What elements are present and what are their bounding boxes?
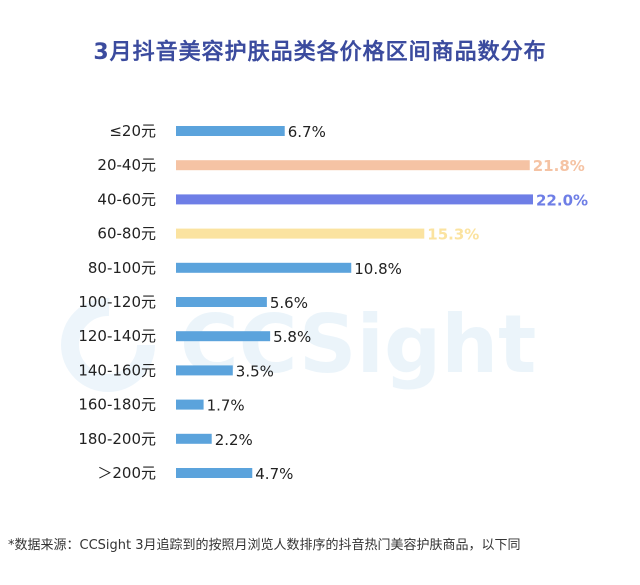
category-label: 60-80元 (97, 225, 156, 243)
value-label: 5.8% (273, 328, 311, 346)
chart-title: 3月抖音美容护肤品类各价格区间商品数分布 (93, 40, 547, 65)
value-label: 21.8% (533, 157, 585, 175)
bar (176, 228, 425, 239)
value-label: 2.2% (215, 431, 253, 449)
footnote: *数据来源：CCSight 3月追踪到的按照月浏览人数排序的抖音热门美容护肤商品… (8, 538, 521, 553)
bar (176, 126, 285, 136)
category-label: 80-100元 (88, 259, 156, 277)
bar (176, 262, 352, 273)
bar (176, 297, 267, 307)
value-label: 6.7% (288, 123, 326, 141)
bar (176, 468, 253, 478)
bar (176, 399, 204, 410)
category-label: 120-140元 (78, 327, 156, 345)
category-label: 100-120元 (78, 293, 156, 311)
category-label: 40-60元 (97, 190, 156, 208)
category-label: ≤20元 (109, 122, 156, 140)
bar (176, 365, 233, 376)
category-label: 20-40元 (97, 156, 156, 174)
value-label: 15.3% (427, 226, 479, 244)
category-label: ＞200元 (97, 464, 156, 482)
bar (176, 433, 212, 444)
category-label: 140-160元 (78, 361, 156, 379)
bar (176, 194, 533, 205)
bar (176, 331, 271, 342)
value-label: 22.0% (536, 191, 588, 209)
bar (176, 160, 530, 171)
value-label: 5.6% (270, 294, 308, 312)
category-label: 180-200元 (78, 430, 156, 448)
value-label: 10.8% (354, 260, 402, 278)
value-label: 1.7% (207, 397, 245, 415)
value-label: 4.7% (255, 465, 293, 483)
value-label: 3.5% (236, 362, 274, 380)
category-label: 160-180元 (78, 396, 156, 414)
